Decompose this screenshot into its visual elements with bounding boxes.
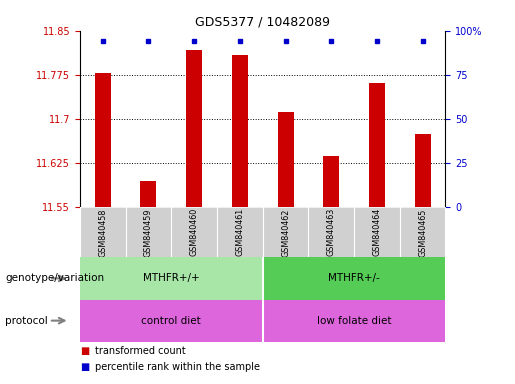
Text: ■: ■ (80, 362, 89, 372)
Bar (80, 300, 263, 342)
Bar (186, 50, 202, 207)
Bar (263, 300, 445, 342)
Text: GSM840465: GSM840465 (418, 208, 427, 257)
Text: percentile rank within the sample: percentile rank within the sample (95, 362, 260, 372)
Text: MTHFR+/-: MTHFR+/- (328, 273, 380, 283)
Text: GSM840458: GSM840458 (98, 208, 107, 257)
Bar (278, 112, 294, 207)
Bar (369, 83, 385, 207)
Text: genotype/variation: genotype/variation (5, 273, 104, 283)
Text: GSM840464: GSM840464 (372, 208, 382, 257)
Text: control diet: control diet (141, 316, 201, 326)
Text: GSM840463: GSM840463 (327, 208, 336, 257)
Text: GSM840461: GSM840461 (235, 208, 244, 257)
Text: ■: ■ (80, 346, 89, 356)
Text: low folate diet: low folate diet (317, 316, 391, 326)
Bar (95, 73, 111, 207)
Title: GDS5377 / 10482089: GDS5377 / 10482089 (195, 15, 330, 28)
Text: GSM840460: GSM840460 (190, 208, 199, 257)
Text: GSM840459: GSM840459 (144, 208, 153, 257)
Bar (415, 134, 431, 207)
Bar (141, 181, 157, 207)
Text: transformed count: transformed count (95, 346, 186, 356)
Bar (263, 257, 445, 300)
Bar (232, 55, 248, 207)
Text: protocol: protocol (5, 316, 48, 326)
Bar (323, 156, 339, 207)
Bar (80, 257, 263, 300)
Text: MTHFR+/+: MTHFR+/+ (143, 273, 199, 283)
Text: GSM840462: GSM840462 (281, 208, 290, 257)
